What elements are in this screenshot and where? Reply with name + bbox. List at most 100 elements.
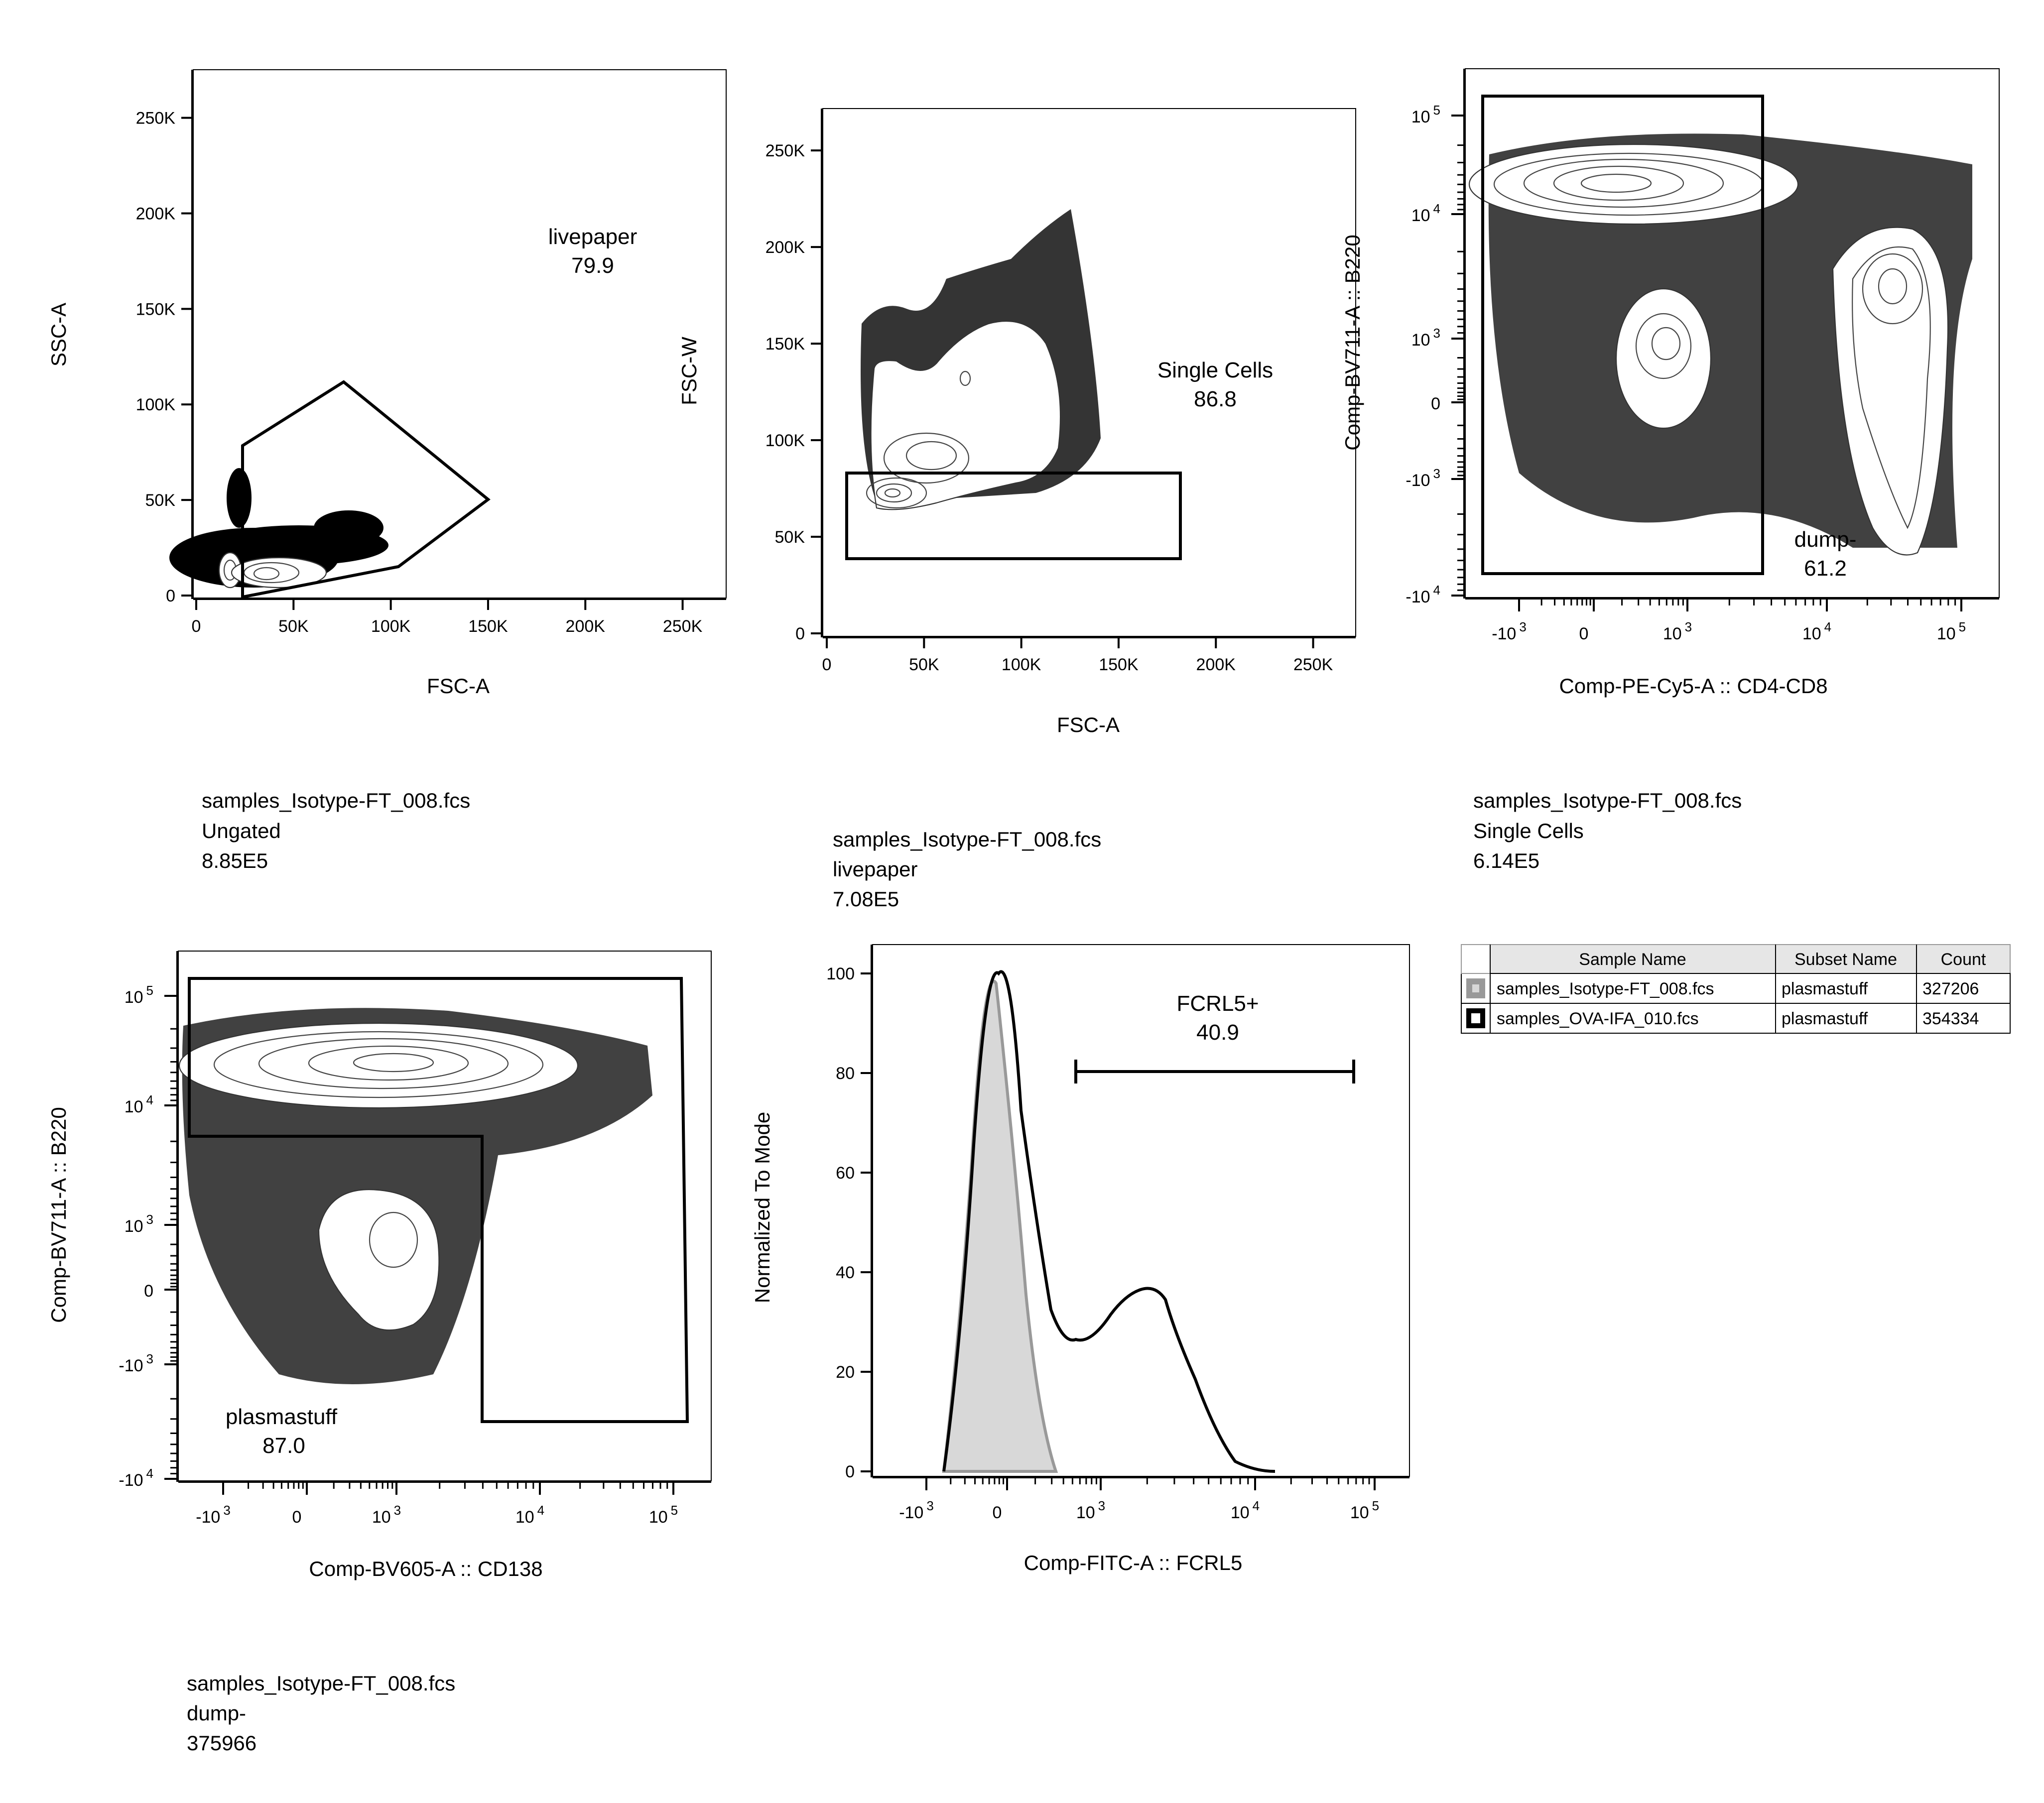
y-tick-label: 10 4 (125, 1092, 153, 1116)
x-axis-label: Comp-FITC-A :: FCRL5 (1024, 1551, 1243, 1574)
caption-file: samples_Isotype-FT_008.fcs (1473, 789, 1742, 812)
x-tick-label: 100K (1002, 655, 1041, 674)
column-header-subset: Subset Name (1794, 950, 1897, 969)
table-row (1461, 1003, 2011, 1034)
x-tick-label: 10 5 (1350, 1498, 1379, 1522)
caption-population: livepaper (833, 857, 917, 881)
y-ticks: 0 20 40 60 80 100 (826, 964, 872, 1481)
gate-dump[interactable] (1481, 95, 1764, 575)
cell-subset: plasmastuff (1782, 1009, 1868, 1028)
table-header-bg (1490, 944, 2011, 974)
gate-plasmastuff[interactable] (188, 977, 689, 1423)
contours (1468, 143, 1949, 556)
caption-count: 7.08E5 (833, 887, 899, 911)
x-ticks: -10 3 0 10 3 10 4 10 5 (1492, 599, 1966, 643)
y-tick-label: 250K (766, 141, 805, 160)
gate-name: FCRL5+ (1176, 991, 1259, 1016)
x-tick-label: 250K (1293, 655, 1333, 674)
gate-livepaper[interactable] (241, 380, 491, 599)
gate-single-cells[interactable] (845, 472, 1182, 560)
x-tick-label: 10 5 (649, 1503, 678, 1527)
y-tick-label: 10 4 (1411, 201, 1440, 225)
x-axis-label: Comp-PE-Cy5-A :: CD4-CD8 (1559, 674, 1827, 698)
x-axis-label: Comp-BV605-A :: CD138 (309, 1557, 542, 1580)
column-header-count: Count (1941, 950, 1986, 969)
contours (218, 552, 327, 589)
caption-file: samples_Isotype-FT_008.fcs (187, 1672, 455, 1695)
table-corner (1461, 944, 1491, 974)
plot-fsc-ssc: livepaper 79.9 0 50K 100K 150K 200K 250K 0 50K… (47, 69, 727, 872)
x-ticks: -10 3 0 10 3 10 4 10 5 (196, 1482, 678, 1527)
caption-count: 375966 (187, 1731, 256, 1755)
x-axis-label: FSC-A (427, 674, 490, 698)
x-tick-label: 10 4 (1231, 1498, 1260, 1522)
y-tick-label: 50K (775, 528, 805, 547)
column-header-sample: Sample Name (1579, 950, 1686, 969)
contours (866, 320, 1061, 510)
x-ticks: 0 50K 100K 150K 200K 250K (822, 637, 1333, 674)
x-axis-label: FSC-A (1057, 713, 1120, 736)
x-tick-label: 250K (663, 617, 703, 636)
y-axis-label: SSC-A (47, 303, 70, 366)
y-tick-label: 50K (145, 491, 176, 510)
gate-name: plasmastuff (226, 1405, 338, 1429)
y-tick-label: 100K (766, 431, 805, 450)
gate-fcrl5-plus[interactable] (1074, 1060, 1355, 1083)
gate-name: Single Cells (1157, 358, 1273, 382)
y-tick-label: 20 (836, 1363, 855, 1382)
x-tick-label: 10 3 (1076, 1498, 1105, 1522)
y-axis-label: Normalized To Mode (751, 1112, 774, 1303)
y-axis-label: Comp-BV711-A :: B220 (1341, 235, 1364, 450)
y-tick-label: 250K (136, 109, 176, 128)
x-tick-label: 200K (566, 617, 606, 636)
x-ticks: 0 50K 100K 150K 200K 250K (192, 599, 703, 636)
y-tick-label: 80 (836, 1064, 855, 1083)
x-tick-label: -10 3 (196, 1503, 231, 1527)
cell-count: 327206 (1922, 979, 1979, 998)
table-row (1461, 973, 2011, 1004)
x-tick-label: 10 3 (1663, 619, 1692, 643)
y-tick-label: 0 (166, 587, 175, 605)
y-tick-label: -10 4 (119, 1466, 153, 1490)
cell-count: 354334 (1922, 1009, 1979, 1028)
y-tick-label: 0 (845, 1462, 855, 1481)
cell-subset: plasmastuff (1782, 979, 1868, 998)
gate-value: 87.0 (262, 1434, 305, 1458)
y-tick-label: 10 5 (125, 983, 153, 1007)
x-ticks: -10 3 0 10 3 10 4 10 5 (899, 1477, 1379, 1522)
y-tick-label: -10 3 (1405, 466, 1440, 490)
y-ticks: 0 50K 100K 150K 200K 250K (766, 141, 822, 643)
caption-population: Single Cells (1473, 819, 1584, 842)
x-tick-label: 150K (468, 617, 508, 636)
x-tick-label: 200K (1196, 655, 1236, 674)
y-tick-label: 100K (136, 395, 176, 414)
x-tick-label: 150K (1099, 655, 1139, 674)
plot-fcrl5-histogram: FCRL5+ 40.9 -10 3 0 10 3 10 4 10 5 020406080100 … (751, 944, 1410, 1574)
y-tick-label: 60 (836, 1164, 855, 1183)
gate-name: livepaper (548, 225, 638, 249)
x-tick-label: 10 5 (1937, 619, 1966, 643)
y-tick-label: 200K (766, 238, 805, 257)
gate-value: 86.8 (1194, 387, 1237, 411)
y-tick-label: 150K (136, 300, 176, 319)
gate-value: 61.2 (1804, 556, 1847, 581)
cell-sample: samples_Isotype-FT_008.fcs (1497, 979, 1714, 998)
caption-population: dump- (187, 1701, 246, 1725)
y-axis-label: Comp-BV711-A :: B220 (47, 1107, 70, 1322)
y-tick-label: -10 3 (119, 1351, 153, 1375)
gate-name: dump- (1794, 527, 1857, 552)
x-tick-label: 10 4 (1802, 619, 1831, 643)
x-tick-label: 50K (278, 617, 309, 636)
x-tick-label: 10 4 (515, 1503, 544, 1527)
x-tick-label: 50K (909, 655, 939, 674)
x-tick-label: 0 (292, 1508, 302, 1527)
x-tick-label: 0 (1579, 624, 1589, 643)
caption-population: Ungated (202, 819, 281, 842)
caption-count: 6.14E5 (1473, 849, 1539, 872)
y-tick-label: 10 3 (1411, 326, 1440, 350)
y-tick-label: 40 (836, 1263, 855, 1282)
gate-value: 40.9 (1196, 1020, 1239, 1045)
